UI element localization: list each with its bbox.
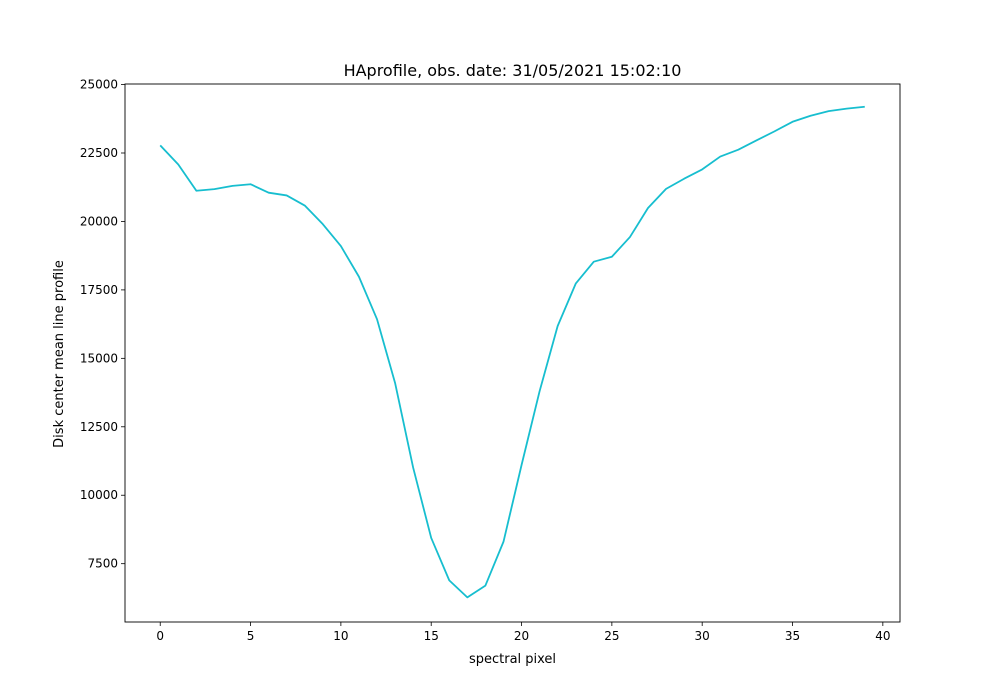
x-tick-label: 40	[875, 629, 890, 643]
x-tick-label: 30	[695, 629, 710, 643]
x-tick-label: 5	[247, 629, 255, 643]
y-tick-label: 25000	[80, 78, 118, 92]
y-tick-label: 15000	[80, 351, 118, 365]
x-tick-label: 35	[785, 629, 800, 643]
x-tick-label: 10	[333, 629, 348, 643]
y-tick-label: 20000	[80, 214, 118, 228]
x-axis-label: spectral pixel	[469, 652, 556, 667]
y-tick-label: 7500	[87, 557, 118, 571]
y-tick-label: 17500	[80, 283, 118, 297]
y-tick-label: 10000	[80, 488, 118, 502]
x-tick-label: 15	[424, 629, 439, 643]
x-tick-label: 20	[514, 629, 529, 643]
chart-title: HAprofile, obs. date: 31/05/2021 15:02:1…	[344, 61, 682, 80]
axes-frame	[124, 83, 901, 623]
x-tick-label: 0	[156, 629, 164, 643]
y-tick-label: 22500	[80, 146, 118, 160]
y-tick-label: 12500	[80, 420, 118, 434]
x-tick-label: 25	[604, 629, 619, 643]
series-line	[159, 105, 865, 599]
y-axis-label: Disk center mean line profile	[52, 260, 67, 448]
plot-area: 0 5 10 15 20 25 30 35 40 7500 10000 12500 15000 17500…	[80, 78, 901, 643]
